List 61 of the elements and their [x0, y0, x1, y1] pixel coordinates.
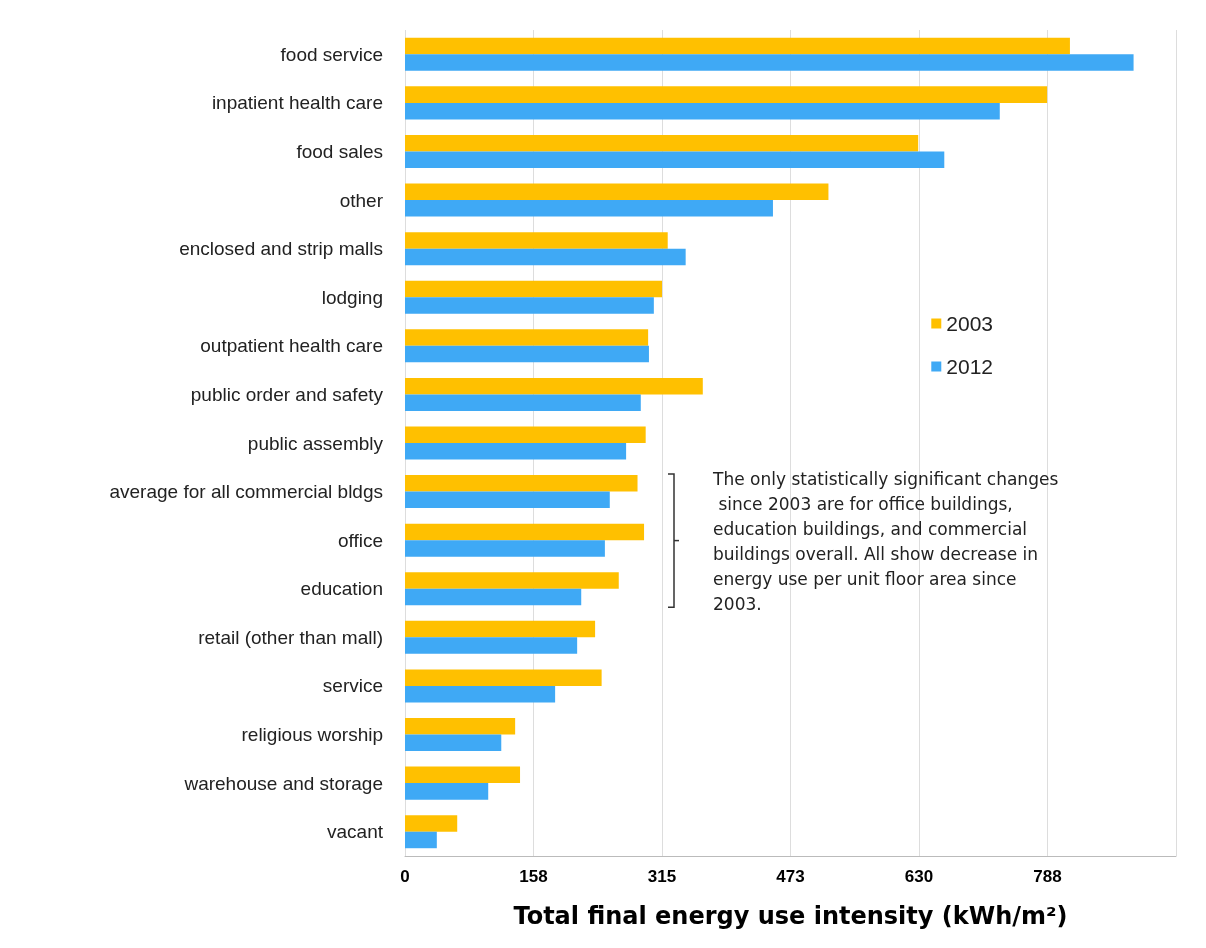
bar	[405, 37, 1070, 55]
y-tick-label: warehouse and storage	[183, 772, 383, 794]
y-tick-label: other	[339, 189, 384, 211]
y-tick-label: vacant	[327, 821, 384, 843]
bar	[405, 345, 649, 363]
bar	[405, 588, 582, 606]
bar	[405, 134, 919, 152]
bar	[405, 183, 829, 201]
bar	[405, 232, 668, 249]
legend-label: 2012	[946, 355, 993, 378]
y-tick-label: retail (other than mall)	[198, 626, 383, 648]
bar	[405, 475, 638, 492]
bar	[405, 685, 556, 703]
y-tick-label: food sales	[296, 140, 383, 162]
bar	[405, 718, 516, 735]
legend-label: 2003	[946, 312, 993, 335]
y-tick-label: food service	[280, 43, 383, 65]
y-tick-label: average for all commercial bldgs	[109, 481, 383, 503]
x-tick-label: 473	[776, 867, 805, 886]
x-tick-label: 0	[400, 867, 410, 886]
x-tick-label: 158	[519, 867, 548, 886]
bar	[405, 394, 641, 411]
bar	[405, 280, 662, 298]
y-tick-label: office	[337, 529, 383, 551]
bar	[405, 151, 945, 168]
bar	[405, 637, 578, 654]
bar	[405, 572, 619, 589]
bar	[405, 54, 1134, 71]
y-tick-label: inpatient health care	[211, 92, 383, 114]
y-tick-label: religious worship	[241, 724, 383, 746]
y-tick-label: public order and safety	[190, 383, 384, 405]
bar	[405, 491, 610, 509]
x-tick-label: 315	[647, 867, 677, 886]
bar	[405, 443, 627, 460]
bar	[405, 831, 437, 849]
bar	[405, 669, 602, 686]
y-tick-label: public assembly	[247, 432, 384, 454]
x-tick-label: 788	[1033, 867, 1062, 886]
bar	[405, 783, 489, 800]
bar	[405, 523, 645, 541]
bar	[405, 297, 654, 314]
bar	[405, 540, 605, 557]
bar	[405, 620, 596, 638]
x-tick-label: 630	[904, 867, 934, 886]
x-axis-title: Total final energy use intensity (kWh/m²)	[513, 902, 1068, 930]
bar	[405, 102, 1000, 120]
bar	[405, 329, 649, 346]
bar	[405, 200, 773, 217]
bar	[405, 86, 1048, 103]
bar	[405, 377, 703, 395]
y-tick-label: education	[300, 578, 383, 600]
y-tick-label: lodging	[321, 286, 383, 308]
bar	[405, 766, 521, 784]
bar	[405, 426, 646, 443]
bar	[405, 815, 458, 832]
y-tick-label: service	[322, 675, 383, 697]
annotation: The only statistically significant changes since 2003 are for office buildings, education buildings, and commercial buildings overall. All show decrease in energy use per unit floor area since 2003.	[712, 468, 1059, 614]
y-tick-label: enclosed and strip malls	[179, 238, 383, 260]
bar	[405, 734, 502, 752]
bar	[405, 248, 686, 266]
y-tick-label: outpatient health care	[200, 335, 383, 357]
